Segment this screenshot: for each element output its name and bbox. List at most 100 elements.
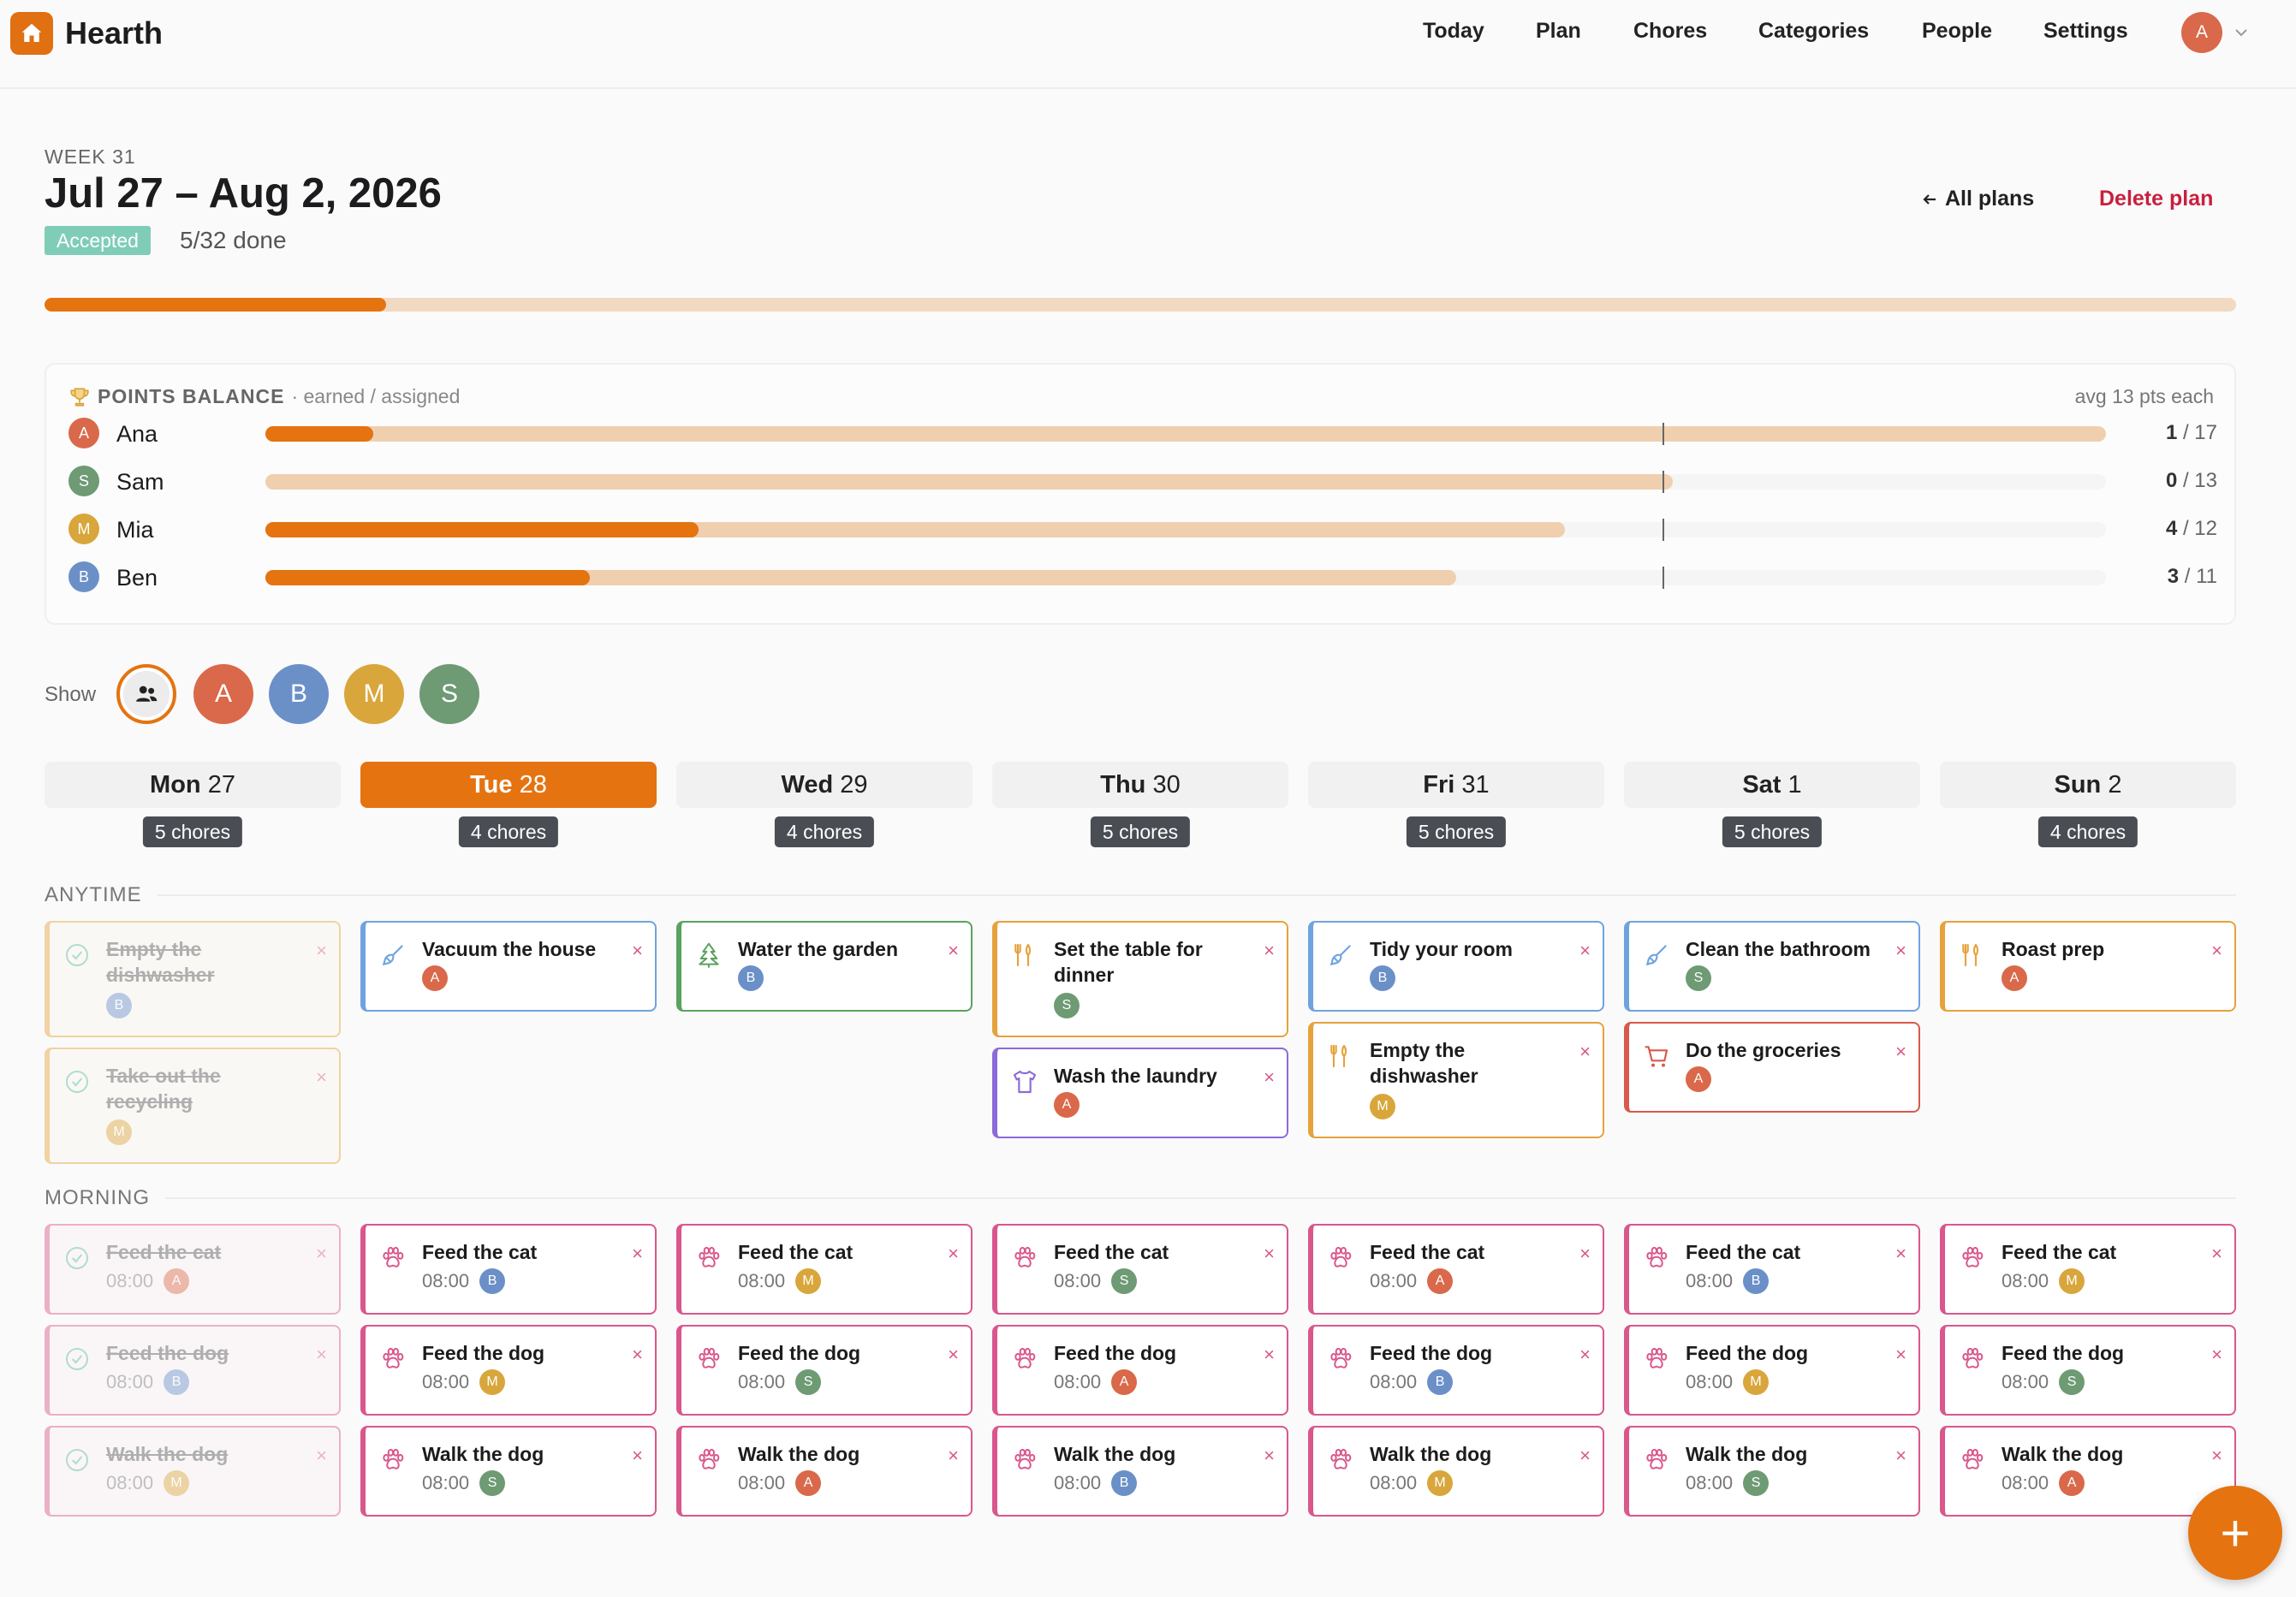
assignee-avatar[interactable]: S <box>479 1470 506 1496</box>
chore-card[interactable]: Walk the dog × 08:00 S <box>360 1426 657 1517</box>
chore-card[interactable]: Feed the cat × 08:00 A <box>45 1224 341 1315</box>
check-circle-icon[interactable] <box>63 1446 91 1474</box>
assignee-avatar[interactable]: B <box>1111 1470 1138 1496</box>
day-header-tue[interactable]: Tue 28 <box>360 762 657 808</box>
chore-card[interactable]: Tidy your room × B <box>1308 921 1604 1012</box>
assignee-avatar[interactable]: A <box>1427 1268 1454 1294</box>
chore-card[interactable]: Feed the cat × 08:00 M <box>676 1224 973 1315</box>
nav-plan[interactable]: Plan <box>1536 19 1581 43</box>
assignee-avatar[interactable]: S <box>1054 993 1080 1018</box>
chore-card[interactable]: Set the table for dinner × S <box>992 921 1288 1037</box>
nav-settings[interactable]: Settings <box>2043 19 2128 43</box>
chore-card[interactable]: Roast prep × A <box>1940 921 2236 1012</box>
assignee-avatar[interactable]: M <box>2059 1268 2085 1294</box>
remove-chore-icon[interactable]: × <box>1895 940 1906 961</box>
assignee-avatar[interactable]: A <box>2002 965 2027 991</box>
assignee-avatar[interactable]: B <box>1743 1268 1770 1294</box>
assignee-avatar[interactable]: A <box>1686 1066 1711 1092</box>
chore-card[interactable]: Feed the dog × 08:00 M <box>1624 1325 1920 1416</box>
remove-chore-icon[interactable]: × <box>1895 1041 1906 1062</box>
chore-card[interactable]: Walk the dog × 08:00 M <box>45 1426 341 1517</box>
chore-card[interactable]: Empty the dishwasher × B <box>45 921 341 1037</box>
remove-chore-icon[interactable]: × <box>316 1445 327 1466</box>
assignee-avatar[interactable]: M <box>479 1369 506 1395</box>
remove-chore-icon[interactable]: × <box>1579 1041 1591 1062</box>
remove-chore-icon[interactable]: × <box>948 1445 959 1466</box>
remove-chore-icon[interactable]: × <box>1264 940 1275 961</box>
remove-chore-icon[interactable]: × <box>1264 1066 1275 1088</box>
assignee-avatar[interactable]: A <box>1054 1092 1080 1118</box>
assignee-avatar[interactable]: M <box>1743 1369 1770 1395</box>
assignee-avatar[interactable]: S <box>1743 1470 1770 1496</box>
remove-chore-icon[interactable]: × <box>316 940 327 961</box>
day-header-wed[interactable]: Wed 29 <box>676 762 973 808</box>
remove-chore-icon[interactable]: × <box>632 1243 643 1264</box>
remove-chore-icon[interactable]: × <box>316 1066 327 1088</box>
assignee-avatar[interactable]: B <box>164 1369 190 1395</box>
chore-card[interactable]: Feed the dog × 08:00 M <box>360 1325 657 1416</box>
check-circle-icon[interactable] <box>63 1345 91 1373</box>
day-header-fri[interactable]: Fri 31 <box>1308 762 1604 808</box>
chore-card[interactable]: Water the garden × B <box>676 921 973 1012</box>
chore-card[interactable]: Feed the dog × 08:00 A <box>992 1325 1288 1416</box>
assignee-avatar[interactable]: S <box>2059 1369 2085 1395</box>
chore-card[interactable]: Feed the cat × 08:00 B <box>1624 1224 1920 1315</box>
remove-chore-icon[interactable]: × <box>632 1344 643 1365</box>
chore-card[interactable]: Feed the cat × 08:00 M <box>1940 1224 2236 1315</box>
assignee-avatar[interactable]: B <box>479 1268 506 1294</box>
chore-card[interactable]: Feed the dog × 08:00 S <box>1940 1325 2236 1416</box>
day-header-mon[interactable]: Mon 27 <box>45 762 341 808</box>
hearth-logo[interactable] <box>10 12 53 55</box>
chore-card[interactable]: Walk the dog × 08:00 B <box>992 1426 1288 1517</box>
remove-chore-icon[interactable]: × <box>632 1445 643 1466</box>
chore-card[interactable]: Feed the dog × 08:00 B <box>45 1325 341 1416</box>
remove-chore-icon[interactable]: × <box>2211 1243 2222 1264</box>
remove-chore-icon[interactable]: × <box>1264 1243 1275 1264</box>
remove-chore-icon[interactable]: × <box>1579 1243 1591 1264</box>
chore-card[interactable]: Feed the cat × 08:00 B <box>360 1224 657 1315</box>
nav-people[interactable]: People <box>1922 19 1992 43</box>
assignee-avatar[interactable]: B <box>738 965 764 991</box>
filter-person-b[interactable]: B <box>269 664 329 724</box>
assignee-avatar[interactable]: S <box>1686 965 1711 991</box>
assignee-avatar[interactable]: A <box>1111 1369 1138 1395</box>
remove-chore-icon[interactable]: × <box>1579 1344 1591 1365</box>
chore-card[interactable]: Take out the recycling × M <box>45 1048 341 1164</box>
assignee-avatar[interactable]: A <box>422 965 448 991</box>
remove-chore-icon[interactable]: × <box>1579 1445 1591 1466</box>
remove-chore-icon[interactable]: × <box>1579 940 1591 961</box>
chore-card[interactable]: Empty the dishwasher × M <box>1308 1022 1604 1138</box>
remove-chore-icon[interactable]: × <box>1264 1344 1275 1365</box>
check-circle-icon[interactable] <box>63 1244 91 1272</box>
assignee-avatar[interactable]: A <box>795 1470 822 1496</box>
assignee-avatar[interactable]: B <box>106 993 132 1018</box>
assignee-avatar[interactable]: M <box>1427 1470 1454 1496</box>
assignee-avatar[interactable]: M <box>164 1470 190 1496</box>
user-avatar[interactable]: A <box>2181 12 2222 53</box>
filter-person-s[interactable]: S <box>419 664 479 724</box>
chore-card[interactable]: Walk the dog × 08:00 A <box>1940 1426 2236 1517</box>
chore-card[interactable]: Vacuum the house × A <box>360 921 657 1012</box>
day-header-sat[interactable]: Sat 1 <box>1624 762 1920 808</box>
remove-chore-icon[interactable]: × <box>1895 1344 1906 1365</box>
remove-chore-icon[interactable]: × <box>632 940 643 961</box>
filter-person-m[interactable]: M <box>344 664 404 724</box>
assignee-avatar[interactable]: S <box>1111 1268 1138 1294</box>
check-circle-icon[interactable] <box>63 1068 91 1095</box>
add-chore-button[interactable]: + <box>2188 1486 2282 1580</box>
remove-chore-icon[interactable]: × <box>1264 1445 1275 1466</box>
assignee-avatar[interactable]: M <box>795 1268 822 1294</box>
chore-card[interactable]: Feed the dog × 08:00 B <box>1308 1325 1604 1416</box>
remove-chore-icon[interactable]: × <box>316 1243 327 1264</box>
chore-card[interactable]: Clean the bathroom × S <box>1624 921 1920 1012</box>
remove-chore-icon[interactable]: × <box>1895 1445 1906 1466</box>
delete-plan-button[interactable]: Delete plan <box>2099 187 2214 211</box>
remove-chore-icon[interactable]: × <box>1895 1243 1906 1264</box>
chore-card[interactable]: Feed the cat × 08:00 A <box>1308 1224 1604 1315</box>
day-header-thu[interactable]: Thu 30 <box>992 762 1288 808</box>
chore-card[interactable]: Wash the laundry × A <box>992 1048 1288 1138</box>
chore-card[interactable]: Feed the cat × 08:00 S <box>992 1224 1288 1315</box>
assignee-avatar[interactable]: S <box>795 1369 822 1395</box>
day-header-sun[interactable]: Sun 2 <box>1940 762 2236 808</box>
remove-chore-icon[interactable]: × <box>2211 940 2222 961</box>
